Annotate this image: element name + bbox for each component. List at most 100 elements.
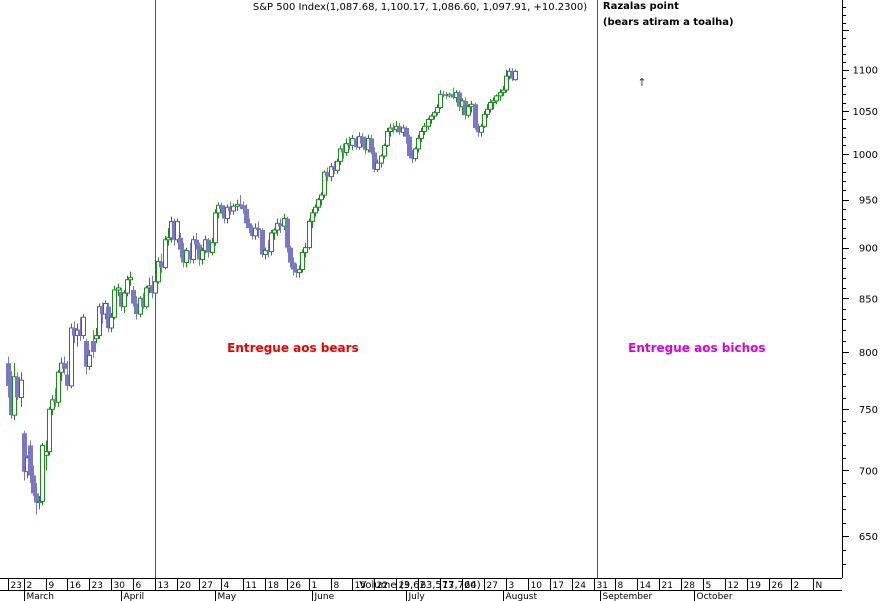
y-tick-label: 1100: [853, 66, 878, 77]
y-tick-label: 950: [859, 196, 878, 207]
candle: [426, 117, 431, 130]
candle: [501, 85, 506, 96]
candle: [316, 197, 321, 211]
candle-body-up: [491, 100, 496, 104]
candle: [438, 90, 443, 110]
candle-body-up: [269, 232, 274, 253]
candle: [106, 302, 111, 333]
candle-body-down: [369, 138, 374, 153]
candle: [22, 430, 27, 481]
candle: [238, 195, 243, 210]
candle: [228, 201, 233, 215]
candle-body-up: [47, 408, 52, 453]
x-tick-label: 23: [11, 581, 22, 591]
candle-body-up: [297, 269, 302, 274]
candle-body-down: [228, 207, 233, 211]
x-tick-label: 2: [27, 581, 33, 591]
candle-body-up: [379, 155, 384, 164]
candle: [219, 202, 224, 214]
candle-body-up: [156, 261, 161, 283]
y-tick-label: 900: [859, 244, 878, 255]
candle-body-up: [388, 127, 393, 132]
candle: [34, 483, 39, 515]
candle-body-up: [303, 247, 308, 254]
candle: [181, 242, 186, 268]
candle-body-up: [466, 106, 471, 116]
candle: [344, 138, 349, 156]
y-tick-label: 1050: [853, 107, 878, 118]
candle-body-down: [347, 143, 352, 146]
candle-body-down: [134, 303, 139, 315]
candle: [44, 440, 49, 471]
candle-body-up: [116, 287, 121, 291]
candle: [385, 128, 390, 148]
arrow-annotation: ↑: [637, 76, 646, 89]
candle-body-down: [463, 100, 468, 116]
x-tick-label: 24: [575, 581, 587, 591]
candle: [47, 406, 52, 456]
candle: [297, 265, 302, 278]
candle: [404, 126, 409, 144]
candle-body-up: [338, 148, 343, 162]
candle-body-up: [200, 250, 205, 261]
candle: [37, 496, 42, 510]
y-tick-label: 750: [859, 405, 878, 416]
candle-body-up: [316, 199, 321, 208]
candle: [206, 237, 211, 258]
annotation-text: Entregue aos bears: [227, 341, 359, 355]
candle-body-up: [447, 93, 452, 97]
candle: [150, 275, 155, 299]
candle-body-down: [222, 209, 227, 219]
x-tick-label: 6: [136, 581, 142, 591]
candle: [397, 122, 402, 135]
x-tick-label: 6: [421, 581, 427, 591]
candle: [109, 313, 114, 333]
candle: [278, 218, 283, 233]
candle-body-up: [253, 227, 258, 237]
x-tick-label: 10: [531, 581, 543, 591]
x-tick-label: 14: [640, 581, 652, 591]
candle: [53, 388, 58, 407]
candle: [341, 143, 346, 159]
y-tick-label: 1000: [853, 150, 878, 161]
candle: [153, 279, 158, 297]
candle-body-up: [122, 292, 127, 308]
candle: [72, 321, 77, 344]
x-tick-label: 13: [158, 581, 169, 591]
candle: [307, 218, 312, 250]
x-month-label: October: [697, 592, 733, 601]
x-tick-label: 5: [706, 581, 712, 591]
candle-body-down: [91, 341, 96, 353]
candle-body-up: [69, 327, 74, 387]
candle: [216, 202, 221, 219]
candle: [510, 68, 515, 82]
candle-body-down: [391, 128, 396, 130]
candle: [141, 293, 146, 309]
candle-body-up: [216, 204, 221, 214]
x-month-label: July: [408, 592, 426, 601]
candle-body-up: [413, 148, 418, 160]
x-tick-label: 29: [399, 581, 411, 591]
candle: [94, 327, 99, 344]
candle: [28, 440, 33, 484]
x-month-label: August: [506, 592, 538, 601]
candle: [335, 158, 340, 174]
candle-body-down: [372, 152, 377, 170]
candle: [263, 247, 268, 260]
y-tick-label: 850: [859, 294, 878, 305]
candle-body-up: [416, 137, 421, 150]
x-tick-label: 8: [618, 581, 624, 591]
candle-body-up: [97, 306, 102, 337]
candle-body-up: [81, 316, 86, 337]
candle-body-down: [288, 247, 293, 263]
candle: [163, 235, 168, 270]
candle-body-up: [375, 162, 380, 170]
candle-body-up: [513, 70, 518, 81]
candle-body-down: [22, 433, 27, 472]
candle: [429, 114, 434, 124]
candle-body-up: [494, 95, 499, 102]
candle-body-up: [350, 137, 355, 146]
x-tick-label: 21: [662, 581, 673, 591]
y-tick-label: 800: [859, 348, 878, 359]
candle-body-down: [141, 298, 146, 307]
